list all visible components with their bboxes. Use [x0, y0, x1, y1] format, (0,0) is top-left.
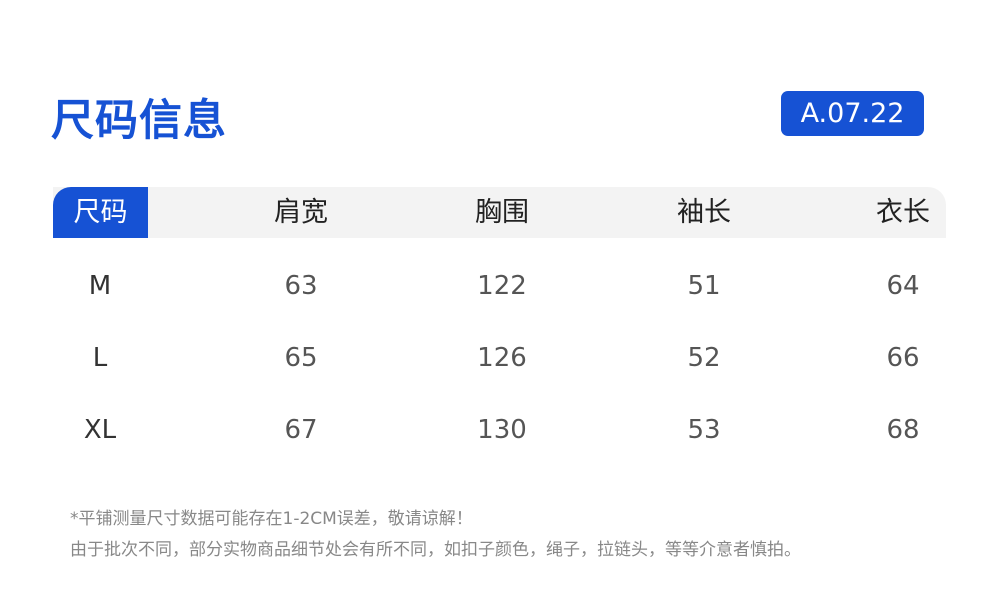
- size-label: L: [92, 343, 108, 373]
- size-value: 53: [687, 415, 721, 445]
- size-value: 130: [477, 415, 527, 445]
- table-row: L 65 126 52 66: [0, 338, 1000, 378]
- header-shoulder: 肩宽: [274, 197, 328, 228]
- size-value: 64: [886, 271, 920, 301]
- size-value: 67: [284, 415, 318, 445]
- size-value: 65: [284, 343, 318, 373]
- table-row: M 63 122 51 64: [0, 266, 1000, 306]
- size-value: 68: [886, 415, 920, 445]
- header-size: 尺码: [53, 187, 148, 238]
- size-value: 66: [886, 343, 920, 373]
- size-value: 126: [477, 343, 527, 373]
- size-value: 52: [687, 343, 721, 373]
- page-title: 尺码信息: [51, 96, 227, 146]
- table-header: 尺码 肩宽 胸围 袖长 衣长: [53, 187, 946, 238]
- style-code-badge: A.07.22: [781, 91, 924, 136]
- note-batch: 由于批次不同，部分实物商品细节处会有所不同，如扣子颜色，绳子，拉链头，等等介意者…: [70, 540, 801, 560]
- size-label: M: [88, 271, 112, 301]
- header-length: 衣长: [876, 197, 930, 228]
- size-value: 122: [477, 271, 527, 301]
- note-measurement: *平铺测量尺寸数据可能存在1-2CM误差，敬请谅解！: [70, 509, 473, 529]
- table-row: XL 67 130 53 68: [0, 410, 1000, 450]
- header-sleeve: 袖长: [677, 197, 731, 228]
- size-label: XL: [83, 415, 117, 445]
- header-chest: 胸围: [475, 197, 529, 228]
- size-value: 51: [687, 271, 721, 301]
- size-value: 63: [284, 271, 318, 301]
